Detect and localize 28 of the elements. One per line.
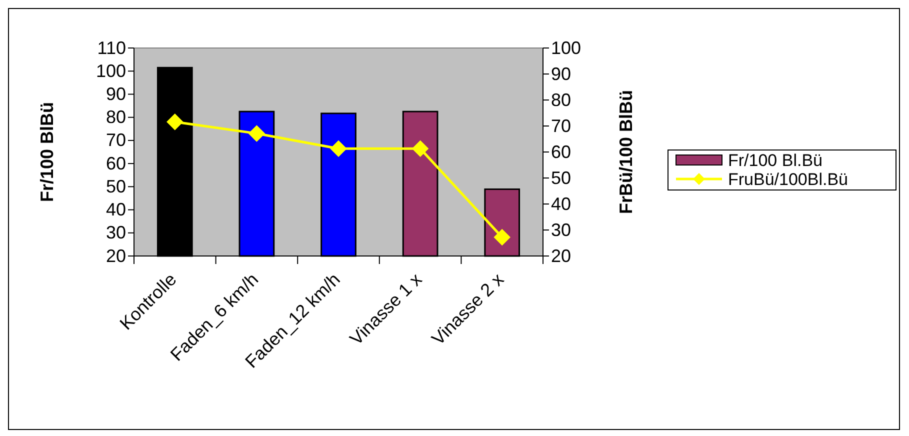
y-tick-label: 110 bbox=[97, 38, 126, 58]
y2-tick-label: 40 bbox=[551, 194, 572, 214]
y2-tick-label: 90 bbox=[551, 64, 572, 84]
y2-tick-label: 100 bbox=[551, 38, 582, 58]
y2-tick-label: 50 bbox=[551, 168, 572, 188]
y-axis-title: Fr/100 BlBü bbox=[37, 102, 57, 202]
y-tick-label: 90 bbox=[106, 84, 126, 104]
legend-label: FruBü/100Bl.Bü bbox=[728, 170, 848, 189]
y-tick-label: 100 bbox=[96, 60, 126, 81]
point bbox=[494, 229, 510, 246]
y-tick-label: 50 bbox=[106, 176, 126, 196]
y-tick-label: 30 bbox=[106, 222, 126, 243]
y2-tick-label: 20 bbox=[551, 246, 572, 266]
y-tick-label: 40 bbox=[106, 200, 126, 220]
y2-tick-label: 60 bbox=[551, 142, 572, 162]
point bbox=[248, 125, 265, 142]
point bbox=[330, 140, 347, 157]
y-tick-label: 20 bbox=[106, 246, 126, 266]
y-tick-label: 60 bbox=[106, 153, 126, 174]
y2-tick-label: 80 bbox=[551, 90, 572, 110]
y-tick-label: 80 bbox=[106, 107, 126, 128]
y-tick-label: 70 bbox=[106, 130, 126, 150]
point bbox=[166, 114, 184, 130]
legend-label: Fr/100 Bl.Bü bbox=[728, 150, 822, 170]
y2-tick-label: 30 bbox=[551, 220, 572, 240]
point bbox=[412, 140, 428, 157]
y2-axis-title: FrBü/100 BlBü bbox=[616, 90, 636, 214]
y2-tick-label: 70 bbox=[551, 116, 572, 136]
